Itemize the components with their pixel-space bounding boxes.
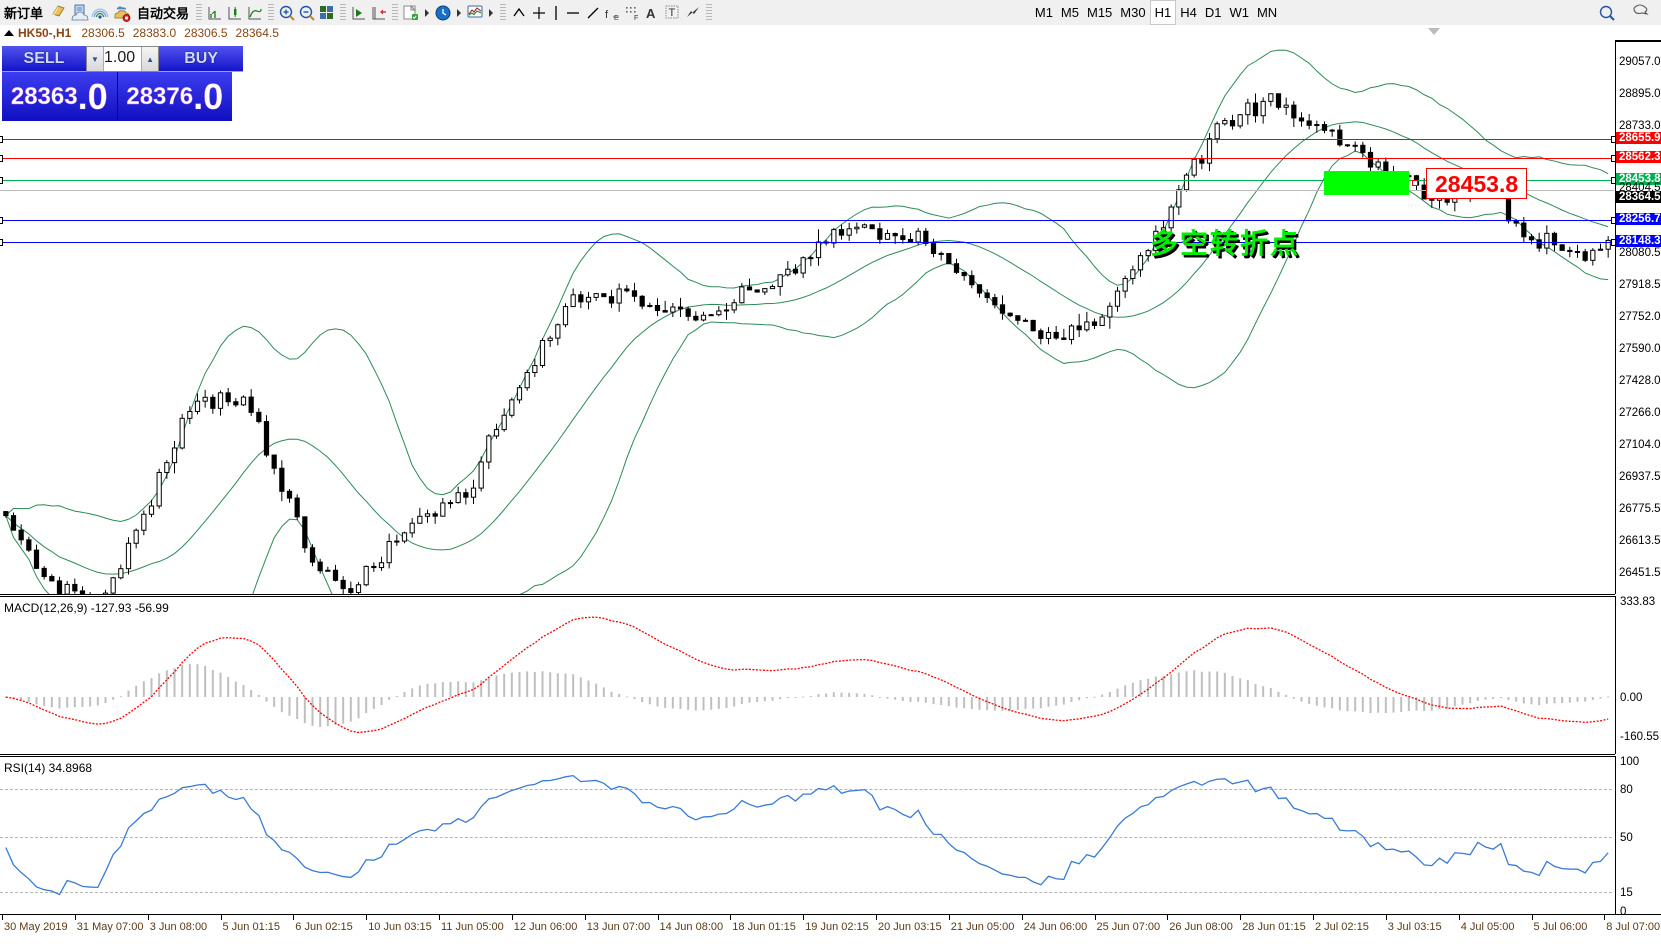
svg-text:A: A xyxy=(646,6,656,21)
svg-text:f: f xyxy=(605,9,609,21)
svg-text:F: F xyxy=(634,15,638,22)
svg-text:T: T xyxy=(669,7,676,19)
svg-text:E: E xyxy=(614,15,619,22)
